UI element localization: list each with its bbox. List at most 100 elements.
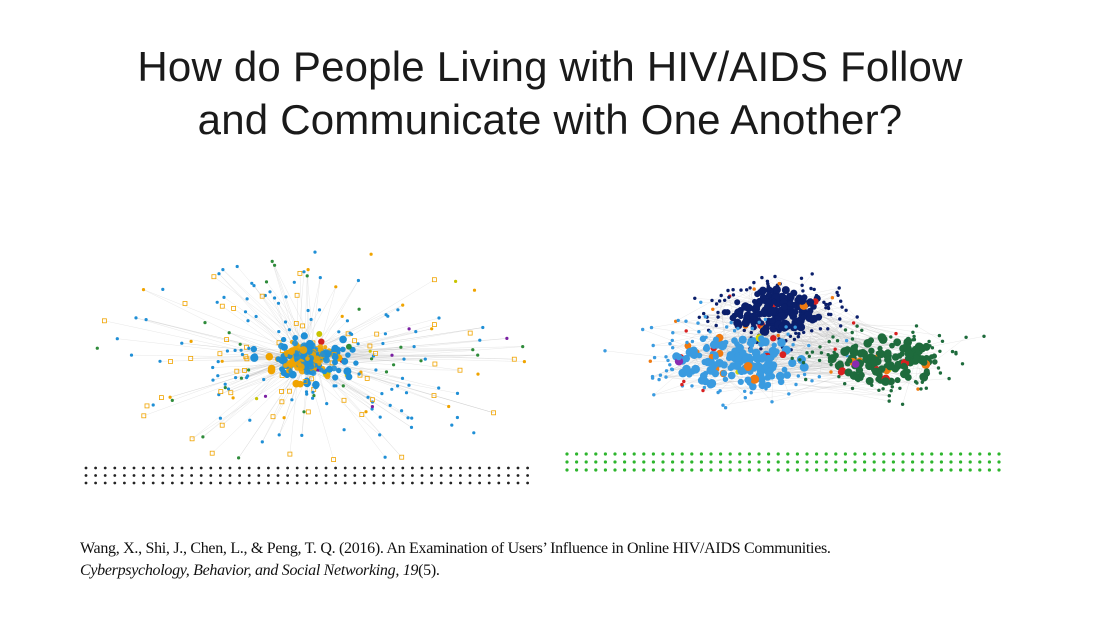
- isolate-node: [651, 452, 655, 456]
- isolate-node: [123, 466, 126, 470]
- node: [921, 359, 928, 366]
- node: [757, 320, 761, 324]
- node: [902, 342, 912, 352]
- isolate-node: [747, 452, 751, 456]
- node: [690, 339, 695, 344]
- node: [770, 400, 774, 404]
- node: [743, 362, 753, 371]
- isolate-node: [199, 466, 203, 470]
- node: [788, 334, 793, 338]
- node: [388, 403, 392, 407]
- node: [302, 410, 306, 414]
- isolate-node: [132, 474, 136, 477]
- node-square: [467, 330, 473, 336]
- node: [837, 368, 845, 376]
- isolate-node: [276, 481, 280, 485]
- node: [407, 383, 411, 387]
- node: [787, 392, 791, 396]
- isolate-node: [123, 481, 126, 485]
- node: [341, 357, 349, 365]
- isolate-node: [132, 481, 136, 485]
- node: [877, 345, 883, 351]
- isolate-node: [151, 481, 155, 485]
- node: [781, 286, 790, 295]
- isolate-node: [363, 481, 366, 485]
- node: [794, 331, 798, 335]
- node: [747, 337, 754, 344]
- node: [481, 325, 485, 330]
- node: [881, 377, 890, 386]
- node: [657, 377, 661, 382]
- isolate-node: [939, 452, 943, 456]
- node: [270, 259, 274, 263]
- node: [818, 345, 822, 349]
- isolate-node: [305, 466, 309, 470]
- node: [287, 359, 296, 368]
- node: [706, 380, 715, 389]
- node: [826, 327, 830, 331]
- node: [855, 324, 859, 328]
- node: [332, 374, 339, 381]
- isolate-node: [161, 474, 165, 477]
- node: [759, 293, 767, 301]
- isolate-node: [103, 481, 107, 485]
- isolate-node: [171, 474, 174, 477]
- isolate-node: [190, 474, 193, 477]
- node-square: [511, 356, 517, 362]
- isolate-node: [978, 452, 982, 456]
- node: [234, 376, 238, 380]
- node: [838, 317, 842, 321]
- node: [650, 376, 655, 380]
- node: [764, 374, 771, 381]
- isolate-node: [430, 466, 433, 470]
- node: [299, 346, 308, 354]
- node-square: [364, 375, 370, 381]
- isolate-node: [507, 481, 510, 485]
- isolate-node: [468, 481, 472, 485]
- node: [835, 339, 840, 343]
- node: [684, 319, 688, 323]
- node: [723, 339, 729, 346]
- isolate-node: [363, 466, 366, 470]
- node: [129, 353, 134, 357]
- isolate-node: [439, 474, 443, 477]
- node: [400, 376, 405, 380]
- isolate-node: [103, 466, 107, 470]
- node: [406, 416, 410, 420]
- node: [245, 297, 249, 301]
- node: [701, 388, 705, 393]
- isolate-node: [526, 466, 529, 470]
- node: [726, 288, 730, 293]
- isolate-node: [575, 468, 579, 472]
- isolate-node: [824, 468, 828, 472]
- node: [144, 318, 148, 322]
- isolate-node: [228, 481, 232, 485]
- isolate-node: [199, 474, 203, 477]
- isolate-node: [843, 460, 847, 464]
- node: [829, 362, 833, 367]
- node-square: [300, 323, 306, 329]
- isolate-node: [305, 474, 309, 477]
- node: [225, 349, 229, 353]
- node: [697, 315, 701, 319]
- node-square: [287, 451, 293, 457]
- node: [815, 313, 823, 321]
- citation-journal: Cyberpsychology, Behavior, and Social Ne…: [80, 562, 400, 579]
- node: [839, 299, 843, 303]
- isolate-node: [584, 452, 588, 456]
- node: [263, 394, 268, 398]
- node: [664, 375, 668, 379]
- node: [254, 314, 258, 319]
- node: [296, 380, 304, 388]
- node: [769, 317, 776, 324]
- node: [340, 314, 344, 318]
- isolate-node: [757, 468, 761, 472]
- node-square: [331, 457, 337, 463]
- isolate-node: [805, 460, 809, 464]
- isolate-node: [719, 468, 723, 472]
- isolate-node: [863, 468, 867, 472]
- node-square: [168, 359, 173, 364]
- node: [278, 342, 285, 350]
- isolate-node: [219, 466, 222, 470]
- node: [913, 354, 920, 361]
